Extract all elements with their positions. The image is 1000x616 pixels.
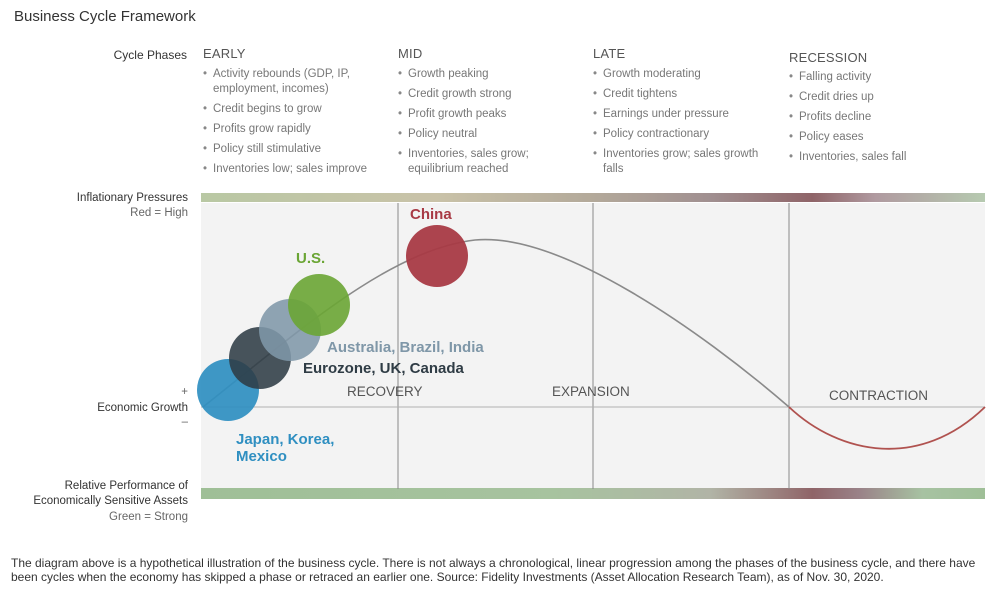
bullet-item: Inventories, sales fall: [789, 150, 979, 165]
region-expansion: EXPANSION: [552, 384, 630, 399]
country-label-china: China: [410, 206, 452, 223]
phase-name: LATE: [593, 46, 626, 61]
bullet-item: Earnings under pressure: [593, 107, 773, 122]
bullet-item: Policy still stimulative: [203, 142, 388, 157]
bullet-item: Credit growth strong: [398, 87, 578, 102]
bullet-item: Inventories low; sales improve: [203, 162, 388, 177]
country-label-japan-line2: Mexico: [236, 448, 287, 465]
region-contraction: CONTRACTION: [829, 388, 928, 403]
us-circle: [288, 274, 350, 336]
bullet-item: Falling activity: [789, 70, 979, 85]
region-recovery: RECOVERY: [347, 384, 423, 399]
page-title: Business Cycle Framework: [14, 8, 196, 25]
phase-late: LATE Growth moderating Credit tightens E…: [593, 46, 773, 182]
phase-name: RECESSION: [789, 50, 868, 65]
bullet-item: Profits grow rapidly: [203, 122, 388, 137]
inflation-sub: Red = High: [130, 207, 188, 219]
phase-bullets: Falling activity Credit dries up Profits…: [789, 70, 979, 165]
bullet-item: Inventories grow; sales growth falls: [593, 147, 773, 177]
bullet-item: Credit dries up: [789, 90, 979, 105]
bullet-item: Policy contractionary: [593, 127, 773, 142]
growth-minus: –: [181, 416, 188, 428]
inflation-label: Inflationary Pressures: [76, 192, 188, 204]
bullet-item: Policy eases: [789, 130, 979, 145]
phase-name: EARLY: [203, 46, 246, 61]
bullet-item: Activity rebounds (GDP, IP, employment, …: [203, 67, 388, 97]
phase-recession: RECESSION Falling activity Credit dries …: [789, 50, 979, 170]
bullet-item: Inventories, sales grow; equilibrium rea…: [398, 147, 578, 177]
bullet-item: Profits decline: [789, 110, 979, 125]
cycle-phases-label: Cycle Phases: [113, 48, 187, 62]
phase-mid: MID Growth peaking Credit growth strong …: [398, 46, 578, 182]
assets-label-line1: Relative Performance of: [64, 480, 188, 492]
bullet-item: Growth peaking: [398, 67, 578, 82]
inflation-band: [201, 193, 985, 202]
growth-label: Economic Growth: [97, 402, 188, 414]
bullet-item: Profit growth peaks: [398, 107, 578, 122]
country-label-japan-line1: Japan, Korea,: [236, 431, 335, 448]
bullet-item: Policy neutral: [398, 127, 578, 142]
country-label-australia: Australia, Brazil, India: [327, 339, 484, 356]
phase-early: EARLY Activity rebounds (GDP, IP, employ…: [203, 46, 388, 182]
bullet-item: Growth moderating: [593, 67, 773, 82]
phase-bullets: Activity rebounds (GDP, IP, employment, …: [203, 67, 388, 177]
assets-label-line2: Economically Sensitive Assets: [33, 495, 188, 507]
phase-name: MID: [398, 46, 423, 61]
cycle-curve-down: [788, 406, 986, 450]
bullet-item: Credit begins to grow: [203, 102, 388, 117]
bullet-item: Credit tightens: [593, 87, 773, 102]
country-label-us: U.S.: [296, 250, 326, 267]
footnote: The diagram above is a hypothetical illu…: [11, 556, 976, 584]
assets-band: [201, 488, 985, 499]
assets-sub: Green = Strong: [109, 511, 188, 523]
growth-plus: +: [181, 386, 188, 398]
country-label-eurozone: Eurozone, UK, Canada: [303, 360, 464, 377]
phase-bullets: Growth moderating Credit tightens Earnin…: [593, 67, 773, 177]
china-circle: [406, 225, 468, 287]
phase-bullets: Growth peaking Credit growth strong Prof…: [398, 67, 578, 177]
